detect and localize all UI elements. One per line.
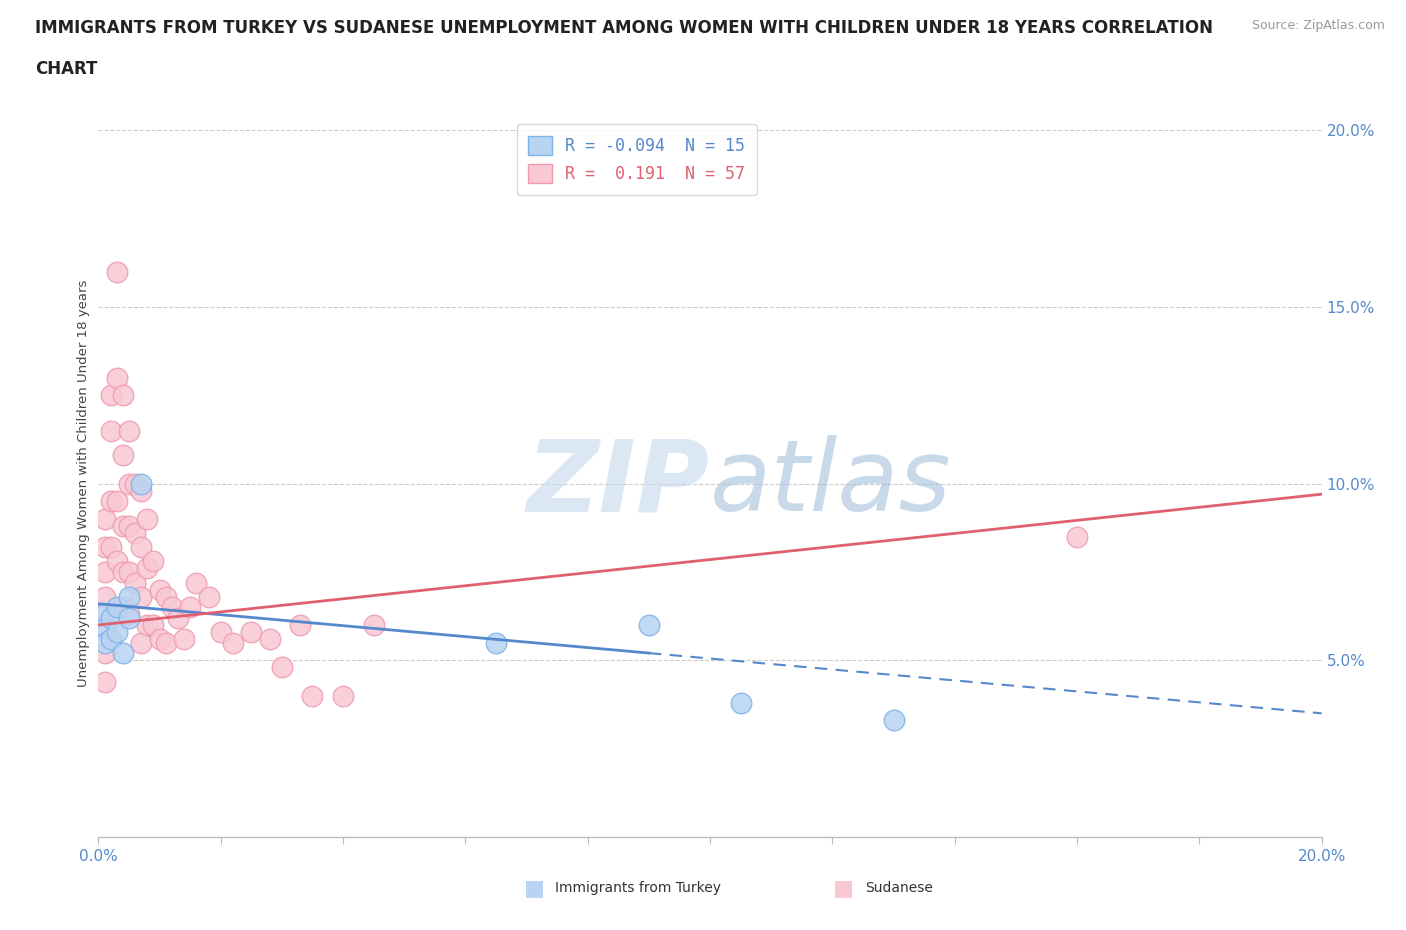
- Point: [100, 423, 122, 438]
- Point: [730, 696, 752, 711]
- Point: [136, 618, 159, 632]
- Point: [111, 600, 134, 615]
- Point: [93, 618, 115, 632]
- Point: [105, 494, 128, 509]
- Point: [179, 600, 201, 615]
- Point: [173, 631, 195, 646]
- Point: [637, 618, 661, 632]
- Point: [118, 476, 141, 491]
- Point: [155, 635, 177, 650]
- Text: Immigrants from Turkey: Immigrants from Turkey: [555, 881, 721, 896]
- Point: [105, 264, 128, 279]
- Point: [111, 519, 134, 534]
- Point: [111, 565, 134, 579]
- Point: [93, 635, 115, 650]
- Point: [105, 600, 128, 615]
- Point: [197, 590, 219, 604]
- Point: [129, 539, 152, 554]
- Point: [124, 575, 146, 590]
- Point: [105, 554, 128, 569]
- Point: [363, 618, 385, 632]
- Point: [142, 618, 165, 632]
- Point: [93, 674, 115, 689]
- Point: [111, 388, 134, 403]
- Point: [1066, 529, 1088, 544]
- Point: [93, 539, 115, 554]
- Point: [301, 688, 323, 703]
- Point: [209, 625, 232, 640]
- Point: [129, 476, 152, 491]
- Text: ZIP: ZIP: [527, 435, 710, 532]
- Point: [105, 370, 128, 385]
- Point: [111, 645, 134, 660]
- Point: [485, 635, 508, 650]
- Point: [100, 494, 122, 509]
- Point: [93, 645, 115, 660]
- Point: [93, 565, 115, 579]
- Point: [129, 484, 152, 498]
- Point: [118, 610, 141, 625]
- Point: [167, 610, 190, 625]
- Point: [290, 618, 312, 632]
- Point: [149, 631, 172, 646]
- Text: CHART: CHART: [35, 60, 97, 78]
- Point: [118, 519, 141, 534]
- Point: [186, 575, 208, 590]
- Point: [129, 590, 152, 604]
- Point: [118, 607, 141, 622]
- Point: [883, 713, 905, 728]
- Text: atlas: atlas: [710, 435, 952, 532]
- Point: [240, 625, 263, 640]
- Point: [149, 582, 172, 597]
- Point: [105, 625, 128, 640]
- Point: [100, 610, 122, 625]
- Point: [124, 476, 146, 491]
- Point: [270, 660, 292, 675]
- Point: [93, 590, 115, 604]
- Point: [100, 539, 122, 554]
- Text: IMMIGRANTS FROM TURKEY VS SUDANESE UNEMPLOYMENT AMONG WOMEN WITH CHILDREN UNDER : IMMIGRANTS FROM TURKEY VS SUDANESE UNEMP…: [35, 19, 1213, 36]
- Text: ■: ■: [524, 878, 544, 898]
- Point: [100, 631, 122, 646]
- Point: [93, 512, 115, 526]
- Point: [142, 554, 165, 569]
- Y-axis label: Unemployment Among Women with Children Under 18 years: Unemployment Among Women with Children U…: [77, 280, 90, 687]
- Point: [259, 631, 281, 646]
- Point: [160, 600, 183, 615]
- Point: [222, 635, 245, 650]
- Point: [93, 607, 115, 622]
- Point: [136, 512, 159, 526]
- Point: [118, 590, 141, 604]
- Text: ■: ■: [834, 878, 853, 898]
- Point: [118, 565, 141, 579]
- Point: [118, 423, 141, 438]
- Point: [100, 388, 122, 403]
- Text: Sudanese: Sudanese: [865, 881, 932, 896]
- Point: [124, 525, 146, 540]
- Text: Source: ZipAtlas.com: Source: ZipAtlas.com: [1251, 19, 1385, 32]
- Point: [155, 590, 177, 604]
- Legend: R = -0.094  N = 15, R =  0.191  N = 57: R = -0.094 N = 15, R = 0.191 N = 57: [516, 125, 756, 194]
- Point: [332, 688, 354, 703]
- Point: [129, 635, 152, 650]
- Point: [93, 621, 115, 636]
- Point: [136, 561, 159, 576]
- Point: [111, 448, 134, 463]
